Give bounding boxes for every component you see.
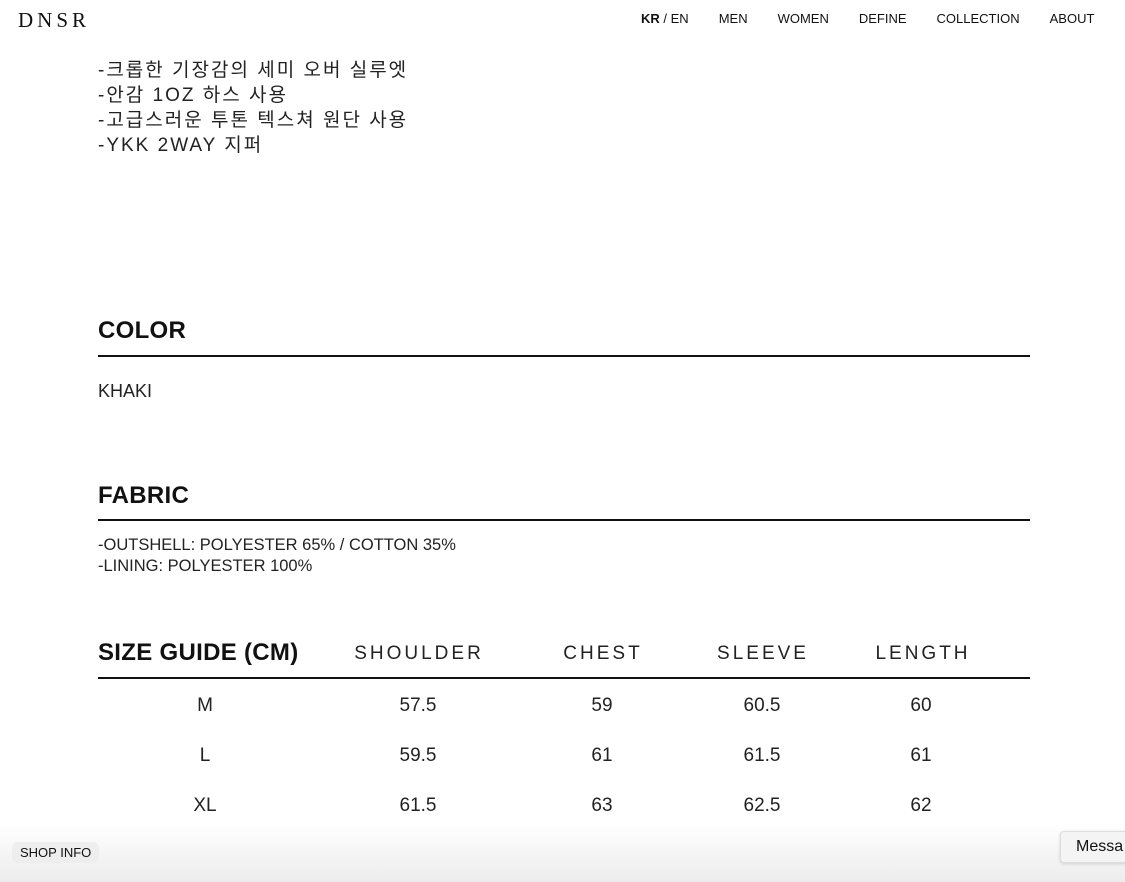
logo[interactable]: DNSR	[18, 8, 91, 32]
size-value: 61.5	[743, 745, 781, 766]
main-nav: KR / EN MEN WOMEN DEFINE COLLECTION ABOU…	[641, 11, 1124, 26]
fabric-heading: FABRIC	[98, 482, 190, 509]
size-value: 59.5	[399, 745, 437, 766]
divider	[98, 677, 1030, 679]
size-value: 61	[591, 745, 613, 766]
column-shoulder: SHOULDER	[354, 643, 484, 664]
description-line: -크롭한 기장감의 세미 오버 실루엣	[98, 60, 409, 81]
product-description: -크롭한 기장감의 세미 오버 실루엣 -안감 1OZ 하스 사용 -고급스러운…	[98, 58, 408, 158]
size-label: L	[199, 745, 211, 766]
description-line: -고급스러운 투톤 텍스쳐 원단 사용	[98, 110, 409, 131]
column-sleeve: SLEEVE	[717, 643, 809, 664]
size-label: M	[197, 695, 213, 716]
column-length: LENGTH	[875, 643, 971, 664]
divider	[98, 519, 1030, 521]
nav-collection[interactable]: COLLECTION	[936, 11, 1020, 26]
nav-about[interactable]: ABOUT	[1049, 11, 1095, 26]
size-value: 61	[910, 745, 932, 766]
divider	[98, 355, 1030, 357]
description-line: -YKK 2WAY 지퍼	[98, 135, 264, 156]
nav-define[interactable]: DEFINE	[858, 11, 907, 26]
fabric-info: -OUTSHELL: POLYESTER 65% / COTTON 35% -L…	[98, 535, 456, 577]
column-chest: CHEST	[563, 643, 643, 664]
size-value: 62	[910, 795, 932, 816]
size-value: 63	[591, 795, 613, 816]
color-value: KHAKI	[98, 381, 153, 401]
fabric-line: -LINING: POLYESTER 100%	[98, 557, 313, 575]
message-button[interactable]: Messa	[1060, 831, 1125, 863]
language-switch[interactable]: KR / EN	[641, 11, 689, 26]
lang-separator: /	[659, 11, 671, 26]
description-line: -안감 1OZ 하스 사용	[98, 85, 288, 106]
nav-men[interactable]: MEN	[718, 11, 748, 26]
size-value: 60	[910, 695, 932, 716]
lang-en[interactable]: EN	[670, 11, 689, 26]
color-heading: COLOR	[98, 317, 187, 344]
size-value: 59	[591, 695, 613, 716]
size-value: 57.5	[399, 695, 437, 716]
size-value: 60.5	[743, 695, 781, 716]
nav-women[interactable]: WOMEN	[777, 11, 829, 26]
size-value: 61.5	[399, 795, 437, 816]
size-label: XL	[193, 795, 217, 816]
fabric-line: -OUTSHELL: POLYESTER 65% / COTTON 35%	[98, 536, 456, 554]
size-value: 62.5	[743, 795, 781, 816]
footer-bar	[0, 824, 1125, 882]
size-guide-heading: SIZE GUIDE (CM)	[98, 639, 299, 666]
shop-info-button[interactable]: SHOP INFO	[12, 842, 100, 863]
lang-kr[interactable]: KR	[641, 11, 660, 26]
